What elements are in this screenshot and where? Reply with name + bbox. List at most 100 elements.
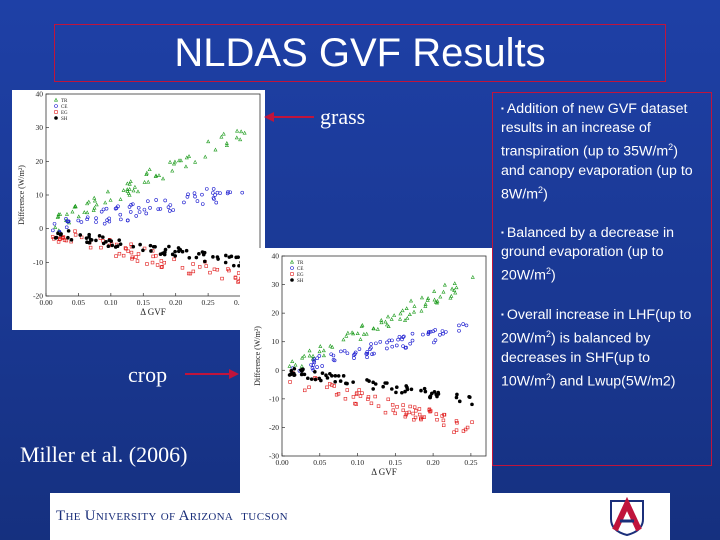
- data-point: [351, 395, 356, 399]
- data-point: [182, 200, 186, 205]
- data-point: [413, 415, 418, 420]
- data-point: [55, 215, 60, 219]
- data-point: [203, 259, 207, 264]
- data-point: [290, 359, 295, 363]
- title-frame: NLDAS GVF Results: [54, 24, 666, 82]
- data-point: [357, 388, 361, 392]
- data-point: [184, 248, 189, 253]
- data-point: [390, 344, 395, 349]
- data-point: [315, 356, 320, 361]
- data-point: [454, 419, 459, 423]
- data-point: [113, 206, 118, 211]
- data-point: [149, 249, 153, 253]
- data-point: [173, 249, 177, 254]
- data-point: [148, 206, 152, 210]
- data-point: [224, 253, 228, 258]
- x-tick-label: 0.20: [427, 458, 440, 467]
- x-tick-label: 0.00: [275, 458, 288, 467]
- data-point: [123, 246, 128, 250]
- data-point: [408, 404, 412, 409]
- data-point: [173, 254, 178, 258]
- data-point: [155, 263, 160, 267]
- data-point: [180, 249, 185, 254]
- data-point: [383, 410, 388, 415]
- data-point: [119, 217, 123, 222]
- data-point: [338, 379, 343, 383]
- data-point: [53, 236, 58, 240]
- data-point: [56, 231, 60, 236]
- x-axis-label: Δ GVF: [140, 307, 166, 317]
- data-point: [64, 212, 69, 216]
- data-point: [412, 405, 417, 409]
- data-point: [61, 235, 65, 240]
- y-tick-label: 20: [272, 309, 280, 318]
- data-point: [441, 289, 446, 294]
- crop-arrow-icon: [185, 369, 239, 379]
- data-point: [441, 423, 446, 428]
- data-point: [212, 197, 216, 201]
- data-point: [168, 159, 173, 164]
- data-point: [235, 128, 240, 133]
- y-tick-label: 10: [272, 337, 280, 346]
- data-point: [187, 154, 192, 158]
- data-point: [372, 351, 376, 356]
- data-point: [184, 155, 189, 160]
- data-point: [383, 381, 387, 385]
- data-point: [91, 208, 96, 212]
- data-point: [311, 363, 316, 367]
- data-point: [313, 369, 317, 374]
- data-point: [78, 233, 83, 237]
- data-point: [94, 216, 98, 220]
- data-point: [158, 207, 163, 211]
- data-point: [197, 252, 201, 256]
- data-point: [226, 189, 230, 194]
- data-point: [289, 369, 294, 373]
- data-point: [136, 206, 141, 210]
- data-point: [171, 208, 176, 212]
- data-point: [366, 395, 371, 399]
- data-point: [373, 382, 378, 386]
- data-point: [302, 372, 307, 377]
- data-point: [88, 245, 93, 250]
- data-point: [452, 288, 457, 293]
- data-point: [375, 327, 380, 331]
- data-point: [193, 194, 197, 199]
- data-point: [138, 242, 142, 247]
- legend-entry: SH: [297, 279, 304, 284]
- data-point: [183, 164, 188, 169]
- data-point: [172, 161, 177, 166]
- data-point: [385, 340, 389, 345]
- data-point: [431, 329, 435, 334]
- data-point: [421, 332, 425, 337]
- data-point: [401, 403, 405, 407]
- y-axis-label: Difference (W/m²): [253, 326, 262, 386]
- data-point: [300, 369, 304, 373]
- x-tick-label: 0.25: [464, 458, 477, 467]
- data-point: [290, 272, 294, 276]
- data-point: [411, 411, 415, 416]
- data-point: [434, 412, 439, 416]
- data-point: [379, 318, 384, 322]
- data-point: [428, 329, 433, 334]
- data-point: [311, 353, 316, 358]
- data-point: [365, 350, 370, 354]
- data-point: [84, 236, 89, 240]
- data-point: [227, 268, 231, 273]
- data-point: [454, 395, 459, 400]
- data-point: [448, 295, 453, 300]
- data-point: [438, 294, 443, 299]
- data-point: [51, 228, 55, 233]
- data-point: [328, 371, 332, 376]
- data-point: [200, 202, 205, 206]
- data-point: [229, 254, 234, 259]
- data-point: [412, 417, 416, 422]
- data-point: [200, 192, 204, 197]
- data-point: [401, 344, 405, 348]
- data-point: [404, 306, 409, 311]
- legend-entry: TR: [61, 99, 68, 104]
- data-point: [461, 429, 466, 433]
- data-point: [110, 243, 115, 248]
- data-point: [287, 363, 292, 368]
- x-tick-label: 0.00: [39, 298, 52, 307]
- data-point: [145, 262, 149, 266]
